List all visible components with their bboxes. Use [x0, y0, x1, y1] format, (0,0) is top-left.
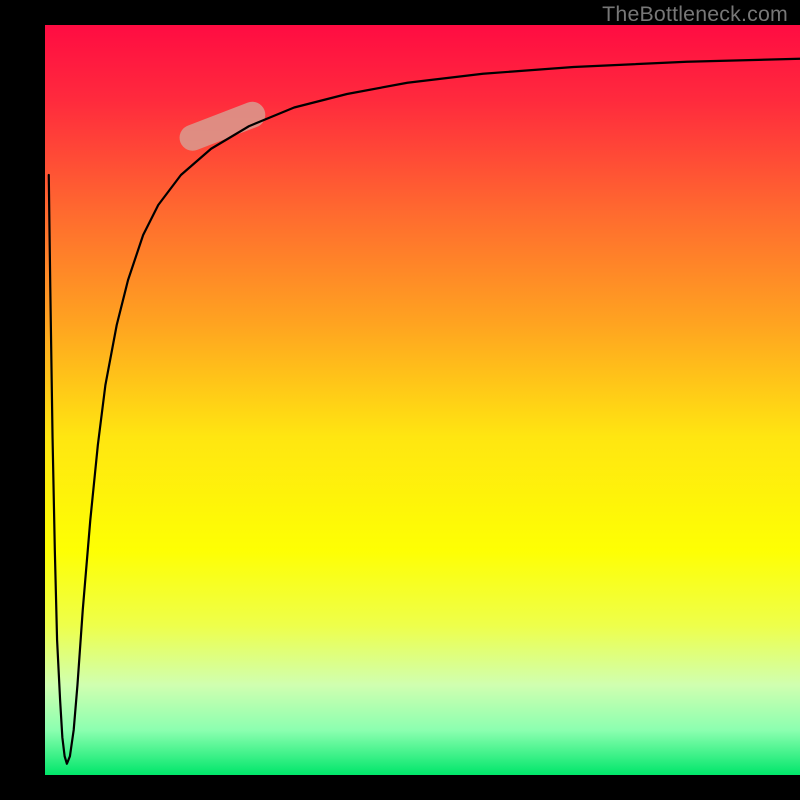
source-watermark: TheBottleneck.com — [602, 2, 788, 27]
chart-container: TheBottleneck.com — [0, 0, 800, 800]
plot-area — [45, 25, 800, 775]
plot-svg — [45, 25, 800, 775]
gradient-background — [45, 25, 800, 775]
